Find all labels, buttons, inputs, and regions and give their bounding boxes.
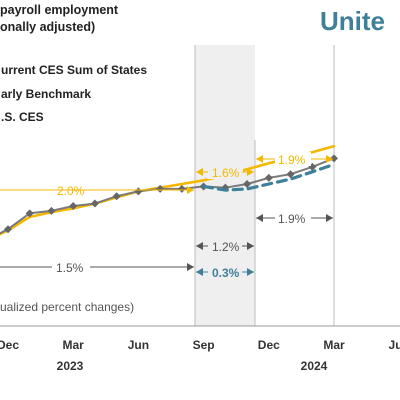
arrowhead-1-2-left xyxy=(196,242,203,250)
label-bg-0-3 xyxy=(208,265,242,279)
arrowhead-0-3-left xyxy=(196,268,203,276)
series-marker-4 xyxy=(69,202,78,210)
series-marker-1 xyxy=(4,225,12,234)
label-bg-1-5 xyxy=(52,260,90,274)
label-rate-1-5: 1.5% xyxy=(56,261,84,275)
x-tick-label: Dec xyxy=(258,338,280,352)
chart-title-line-1: payroll employment xyxy=(0,3,119,17)
x-tick-label: Dec xyxy=(0,338,19,352)
arrowhead-1-9-top-right xyxy=(326,155,333,163)
x-axis-year-2023: 2023 xyxy=(57,359,84,373)
arrowhead-1-9-mid-left xyxy=(256,214,263,222)
series-marker-5 xyxy=(90,199,99,208)
label-bg-1-9-mid xyxy=(275,211,311,225)
brand-title: Unite xyxy=(320,6,385,36)
series-marker-2 xyxy=(25,209,34,218)
label-rate-0-3: 0.3% xyxy=(212,266,240,280)
x-tick-label: Mar xyxy=(63,338,85,352)
arrowhead-1-5-right xyxy=(187,263,194,271)
label-rate-1-9-mid: 1.9% xyxy=(278,212,306,226)
x-axis-year-2024: 2024 xyxy=(301,359,328,373)
legend-label-benchmark: arly Benchmark xyxy=(1,87,91,101)
legend-label-sum-of-states: urrent CES Sum of States xyxy=(1,63,147,77)
series-line-2 xyxy=(202,162,336,192)
series-marker-6 xyxy=(112,192,121,201)
series-marker-9 xyxy=(177,184,186,193)
series-line-0 xyxy=(0,157,335,235)
series-marker-12 xyxy=(243,180,252,188)
series-marker-16 xyxy=(330,154,338,163)
arrowhead-1-6-left xyxy=(196,168,203,176)
series-marker-3 xyxy=(47,206,56,215)
x-tick-label: Mar xyxy=(323,338,345,352)
label-bg-1-2 xyxy=(208,239,242,253)
label-bg-1-6b xyxy=(208,165,242,179)
chart-title-line-2: onally adjusted) xyxy=(0,20,95,34)
series-marker-13 xyxy=(264,173,273,182)
arrowhead-1-6-right xyxy=(247,168,254,176)
label-rate-1-9-top: 1.9% xyxy=(278,153,306,167)
label-bg-1-9-top xyxy=(275,152,311,166)
arrowhead-2-0-right xyxy=(187,186,194,194)
label-rate-1-2: 1.2% xyxy=(212,240,240,254)
label-rate-2-0: 2.0% xyxy=(57,184,85,198)
x-tick-label: Sep xyxy=(193,338,215,352)
arrowhead-1-2-right xyxy=(247,242,254,250)
x-tick-label: Jun xyxy=(389,338,400,352)
x-axis-tick-labels: Dec Mar Jun Sep Dec Mar Jun xyxy=(0,338,400,352)
x-tick-label: Jun xyxy=(128,338,149,352)
series-marker-7 xyxy=(134,187,143,196)
label-rate-1-6: 1.6% xyxy=(212,166,240,180)
footnote-text: ualized percent changes) xyxy=(0,300,134,314)
arrowhead-0-3-right xyxy=(247,268,254,276)
arrowhead-1-9-mid-right xyxy=(326,214,333,222)
series-marker-8 xyxy=(156,184,165,193)
legend-label-us-ces: .S. CES xyxy=(1,110,44,124)
arrowhead-1-9-top-left xyxy=(256,155,263,163)
series-marker-14 xyxy=(286,170,295,179)
